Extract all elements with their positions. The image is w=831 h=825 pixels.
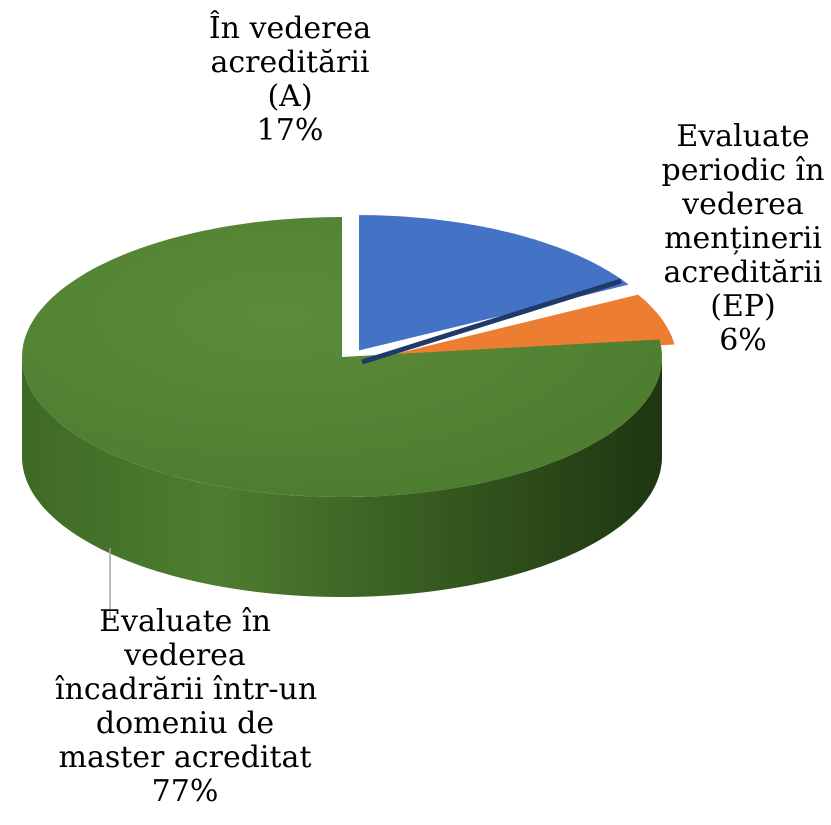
data-label-ep-percent: 6% — [719, 323, 767, 358]
data-label-m-percent: 77% — [151, 774, 219, 809]
data-label-ep-line: acreditării — [663, 255, 823, 290]
data-label-m-line: încadrării într-un — [55, 672, 318, 707]
data-label-a-line: În vederea — [208, 11, 372, 46]
data-label-ep-line: Evaluate — [676, 119, 810, 154]
data-label-m-line: master acreditat — [58, 740, 312, 775]
data-label-ep: Evaluate periodic în vederea menținerii … — [655, 120, 831, 358]
data-label-ep-line: vederea — [682, 187, 804, 222]
slice-separator — [361, 278, 622, 365]
data-label-m-line: vederea — [124, 638, 246, 673]
data-label-m-line: Evaluate în — [99, 604, 271, 639]
pie-side-m — [22, 357, 662, 597]
data-label-m: Evaluate în vederea încadrării într-un d… — [55, 604, 318, 809]
data-label-m-line: domeniu de — [95, 706, 275, 741]
data-label-a-percent: 17% — [256, 113, 324, 148]
pie-slice-a — [355, 210, 638, 356]
data-label-ep-line: (EP) — [710, 289, 776, 324]
pie-slice-m — [22, 217, 662, 497]
data-label-ep-line: menținerii — [664, 221, 822, 256]
data-label-a-line: (A) — [267, 79, 313, 114]
data-label-a: În vederea acreditării (A) 17% — [190, 12, 390, 148]
data-label-a-line: acreditării — [210, 45, 370, 80]
data-label-ep-line: periodic în — [661, 153, 825, 188]
